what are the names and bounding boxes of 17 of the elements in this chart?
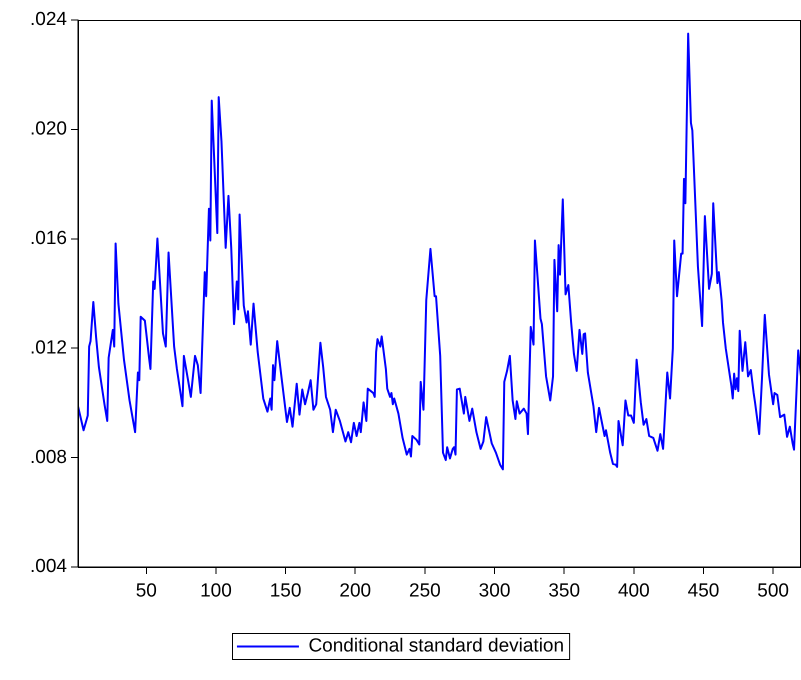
x-tick-label: 500: [757, 580, 789, 602]
x-tick-label: 250: [409, 580, 441, 602]
x-tick-label: 200: [339, 580, 372, 602]
x-tick-label: 350: [548, 580, 580, 602]
x-tick-label: 100: [200, 580, 232, 602]
x-tick-label: 50: [136, 580, 157, 602]
x-tick-label: 150: [270, 580, 302, 602]
legend-label: Conditional standard deviation: [308, 636, 564, 657]
y-tick-label: .004: [30, 556, 68, 578]
x-tick-label: 450: [688, 580, 720, 602]
y-tick-label: .016: [30, 228, 67, 250]
y-tick-label: .008: [30, 446, 67, 468]
x-tick-label: 300: [478, 580, 510, 602]
x-tick-label: 400: [618, 580, 650, 602]
y-tick-label: .024: [30, 9, 68, 30]
y-tick-label: .012: [30, 337, 67, 358]
y-tick-label: .020: [30, 118, 67, 140]
